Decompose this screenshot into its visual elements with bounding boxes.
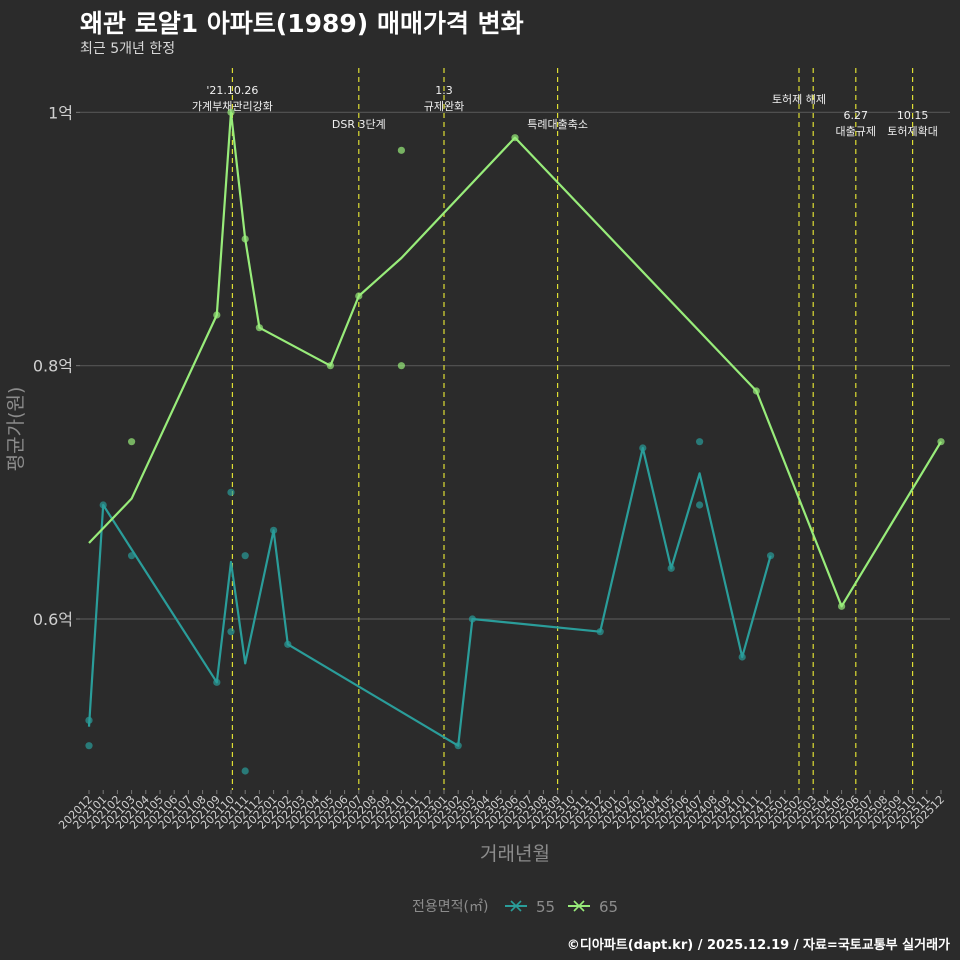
event-label: 6.27: [844, 109, 869, 122]
legend-label: 55: [536, 898, 555, 916]
series-line-55: [87, 446, 772, 747]
data-point-55: [227, 628, 235, 636]
event-label: 특례대출축소: [527, 118, 588, 131]
data-point-65: [397, 362, 405, 370]
data-point-55: [284, 640, 292, 648]
data-point-55: [639, 444, 647, 452]
data-point-55: [738, 653, 746, 661]
event-label: 토허제확대: [887, 125, 938, 138]
data-point-65: [511, 134, 519, 142]
data-point-65: [241, 235, 249, 243]
data-point-55: [227, 488, 235, 496]
y-tick-label: 0.8억: [33, 357, 73, 376]
data-point-65: [838, 602, 846, 610]
data-point-65: [326, 362, 334, 370]
data-point-55: [85, 742, 93, 750]
event-label: 가계부채관리강화: [192, 100, 273, 113]
event-label: 10.15: [897, 109, 929, 122]
legend-label: 65: [599, 898, 618, 916]
legend-title: 전용면적(㎡): [412, 899, 488, 915]
data-point-55: [696, 438, 704, 446]
event-label: 토허제 해제: [772, 92, 826, 106]
data-point-55: [99, 501, 107, 509]
data-point-55: [454, 742, 462, 750]
event-label: 규제완화: [424, 100, 464, 113]
data-point-65: [128, 438, 136, 446]
source-credit: ©디아파트(dapt.kr) / 2025.12.19 / 자료=국토교통부 실…: [566, 938, 950, 953]
data-point-55: [767, 552, 775, 560]
legend-key-mark: [573, 900, 585, 912]
event-label: 1.3: [435, 84, 453, 97]
chart-subtitle: 최근 5개년 한정: [80, 41, 176, 57]
chart-title: 왜관 로얄1 아파트(1989) 매매가격 변화: [80, 9, 524, 38]
data-point-65: [227, 108, 235, 116]
x-axis-title: 거래년월: [480, 843, 550, 865]
data-point-55: [596, 628, 604, 636]
data-point-55: [128, 552, 136, 560]
y-tick-label: 0.6억: [33, 610, 73, 629]
data-point-65: [213, 311, 221, 319]
data-point-55: [696, 501, 704, 509]
data-point-55: [468, 615, 476, 623]
y-axis-title: 평균가(원): [5, 387, 27, 472]
y-tick-label: 1억: [48, 103, 73, 122]
data-point-55: [85, 716, 93, 724]
data-point-65: [397, 146, 405, 154]
data-point-65: [355, 292, 363, 300]
data-point-65: [937, 438, 945, 446]
event-label: DSR 3단계: [332, 118, 386, 131]
data-point-55: [667, 564, 675, 572]
event-label: 대출규제: [836, 125, 876, 138]
legend-key-mark: [510, 900, 522, 912]
event-label: '21.10.26: [206, 84, 258, 97]
data-point-55: [270, 526, 278, 534]
data-point-55: [241, 767, 249, 775]
data-point-65: [752, 387, 761, 395]
data-point-65: [255, 324, 263, 332]
data-point-55: [213, 678, 221, 686]
data-point-55: [241, 552, 249, 560]
